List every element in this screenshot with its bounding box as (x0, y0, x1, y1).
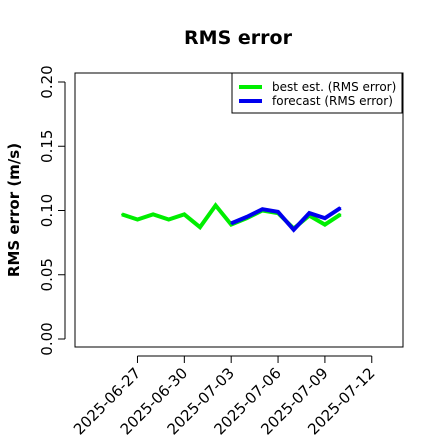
y-axis-label: RMS error (m/s) (5, 143, 23, 277)
data-point (214, 204, 217, 207)
y-axis: 0.00 0.05 0.10 0.15 0.20 (38, 65, 66, 356)
y-tick-label: 0.15 (38, 130, 56, 163)
data-point (339, 213, 342, 216)
y-tick-label: 0.05 (38, 258, 56, 291)
data-point (324, 223, 326, 226)
data-point (339, 207, 342, 209)
x-axis: 2025-06-272025-06-302025-07-032025-07-06… (70, 355, 379, 438)
data-point (199, 226, 201, 229)
legend: best est. (RMS error)forecast (RMS error… (231, 72, 403, 114)
chart-title: RMS error (184, 27, 293, 49)
data-point (308, 212, 311, 214)
plot-area-frame (74, 72, 404, 348)
series-line-2 (230, 206, 342, 233)
data-point (183, 213, 186, 216)
data-point (167, 218, 170, 221)
data-point (121, 213, 123, 216)
data-point (292, 228, 295, 231)
data-point (277, 210, 279, 213)
legend-label: best est. (RMS error) (272, 80, 396, 94)
y-tick-label: 0.00 (38, 322, 56, 355)
y-tick-label: 0.10 (38, 194, 56, 227)
legend-label: forecast (RMS error) (272, 94, 393, 108)
data-point (246, 216, 248, 218)
data-point (230, 222, 232, 225)
series-layer (121, 202, 342, 233)
y-tick-label: 0.20 (38, 65, 56, 98)
data-point (324, 217, 326, 220)
legend-box (231, 72, 403, 114)
data-point (152, 213, 154, 216)
data-point (136, 218, 139, 221)
data-point (261, 208, 264, 211)
